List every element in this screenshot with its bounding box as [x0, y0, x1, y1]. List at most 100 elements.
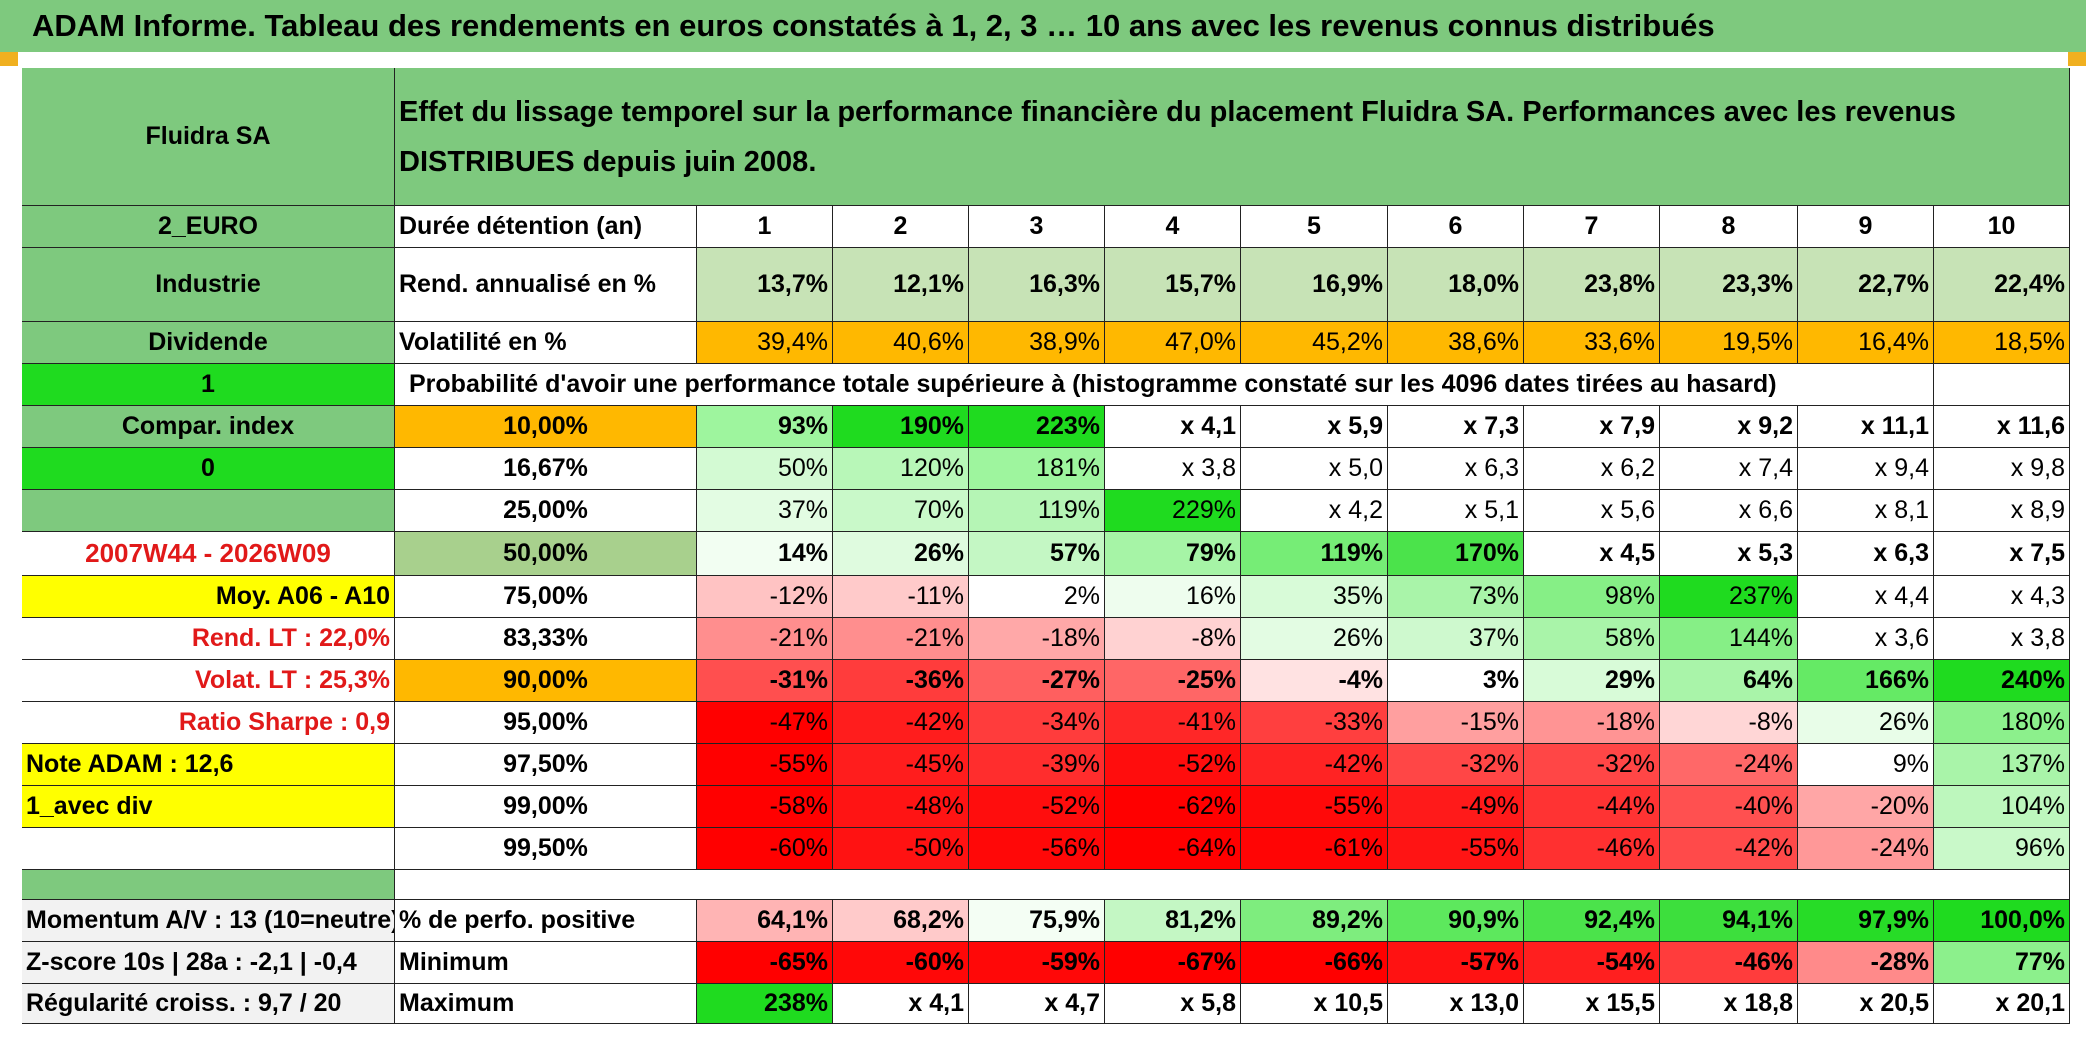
quantile-value: 104%	[1934, 786, 2070, 828]
positive-value: 64,1%	[697, 900, 833, 942]
quantile-value: x 7,5	[1934, 532, 2070, 576]
quantile-value: 29%	[1524, 660, 1660, 702]
quantile-value: x 5,9	[1241, 406, 1388, 448]
year-header: 10	[1934, 206, 2070, 248]
vol-label: Volatilité en %	[395, 322, 697, 364]
rend-lt-label: Rend. LT : 22,0%	[22, 618, 395, 660]
minimum-label: Minimum	[395, 942, 697, 984]
zscore-label: Z-score 10s | 28a : -2,1 | -0,4	[22, 942, 395, 984]
quantile-value: x 4,4	[1798, 576, 1934, 618]
quantile-value: 166%	[1798, 660, 1934, 702]
quantile-value: x 5,0	[1241, 448, 1388, 490]
vol-value: 45,2%	[1241, 322, 1388, 364]
positive-label: % de perfo. positive	[395, 900, 697, 942]
quantile-value: -41%	[1105, 702, 1241, 744]
quantile-label: 97,50%	[395, 744, 697, 786]
quantile-value: -34%	[969, 702, 1105, 744]
quantile-value: x 6,6	[1660, 490, 1798, 532]
quantile-value: 9%	[1798, 744, 1934, 786]
quantile-value: -20%	[1798, 786, 1934, 828]
quantile-value: x 4,2	[1241, 490, 1388, 532]
quantile-label: 50,00%	[395, 532, 697, 576]
fund-description: Effet du lissage temporel sur la perform…	[395, 68, 2070, 206]
quantile-value: x 6,2	[1524, 448, 1660, 490]
minimum-value: -57%	[1388, 942, 1524, 984]
quantile-value: x 7,3	[1388, 406, 1524, 448]
quantile-value: 3%	[1388, 660, 1524, 702]
probability-title: Probabilité d'avoir une performance tota…	[395, 364, 1934, 406]
quantile-value: -32%	[1524, 744, 1660, 786]
quantile-value: x 4,3	[1934, 576, 2070, 618]
moy-label: Moy. A06 - A10	[22, 576, 395, 618]
quantile-value: 240%	[1934, 660, 2070, 702]
quantile-value: 144%	[1660, 618, 1798, 660]
quantile-value: 137%	[1934, 744, 2070, 786]
regularite-label: Régularité croiss. : 9,7 / 20	[22, 984, 395, 1024]
quantile-value: -11%	[833, 576, 969, 618]
year-header: 4	[1105, 206, 1241, 248]
quantile-value: -44%	[1524, 786, 1660, 828]
quantile-value: -18%	[969, 618, 1105, 660]
minimum-value: -46%	[1660, 942, 1798, 984]
quantile-value: x 5,3	[1660, 532, 1798, 576]
maximum-value: x 5,8	[1105, 984, 1241, 1024]
quantile-value: x 9,4	[1798, 448, 1934, 490]
quantile-label: 90,00%	[395, 660, 697, 702]
sharpe-ratio-label: Ratio Sharpe : 0,9	[22, 702, 395, 744]
quantile-value: 119%	[969, 490, 1105, 532]
quantile-label: 75,00%	[395, 576, 697, 618]
quantile-value: -31%	[697, 660, 833, 702]
quantile-value: -24%	[1798, 828, 1934, 870]
minimum-value: 77%	[1934, 942, 2070, 984]
vol-value: 39,4%	[697, 322, 833, 364]
rend-value: 18,0%	[1388, 248, 1524, 322]
sector-label: Industrie	[22, 248, 395, 322]
quantile-value: 181%	[969, 448, 1105, 490]
quantile-value: -56%	[969, 828, 1105, 870]
maximum-value: x 4,7	[969, 984, 1105, 1024]
corner-marker-right	[2068, 52, 2086, 66]
rend-value: 15,7%	[1105, 248, 1241, 322]
quantile-value: -60%	[697, 828, 833, 870]
quantile-value: -8%	[1660, 702, 1798, 744]
quantile-value: -15%	[1388, 702, 1524, 744]
positive-value: 81,2%	[1105, 900, 1241, 942]
empty-cell	[1934, 364, 2070, 406]
quantile-value: 93%	[697, 406, 833, 448]
quantile-value: 35%	[1241, 576, 1388, 618]
quantile-value: 37%	[697, 490, 833, 532]
positive-value: 89,2%	[1241, 900, 1388, 942]
duration-label: Durée détention (an)	[395, 206, 697, 248]
quantile-value: x 11,1	[1798, 406, 1934, 448]
flag-zero-cell: 0	[22, 448, 395, 490]
rend-value: 23,8%	[1524, 248, 1660, 322]
quantile-value: -36%	[833, 660, 969, 702]
quantile-value: x 11,6	[1934, 406, 2070, 448]
corner-marker-left	[0, 52, 18, 66]
performance-table: Fluidra SA Effet du lissage temporel sur …	[22, 68, 2070, 1028]
quantile-value: 16%	[1105, 576, 1241, 618]
quantile-value: x 8,9	[1934, 490, 2070, 532]
vol-value: 19,5%	[1660, 322, 1798, 364]
minimum-value: -60%	[833, 942, 969, 984]
positive-value: 94,1%	[1660, 900, 1798, 942]
quantile-value: -62%	[1105, 786, 1241, 828]
quantile-value: -4%	[1241, 660, 1388, 702]
quantile-value: -40%	[1660, 786, 1798, 828]
quantile-value: -55%	[1241, 786, 1388, 828]
year-header: 8	[1660, 206, 1798, 248]
maximum-value: x 10,5	[1241, 984, 1388, 1024]
quantile-value: -27%	[969, 660, 1105, 702]
fund-name: Fluidra SA	[22, 68, 395, 206]
year-header: 9	[1798, 206, 1934, 248]
quantile-value: 64%	[1660, 660, 1798, 702]
year-header: 5	[1241, 206, 1388, 248]
rend-value: 16,3%	[969, 248, 1105, 322]
quantile-value: 119%	[1241, 532, 1388, 576]
quantile-value: 50%	[697, 448, 833, 490]
quantile-value: -47%	[697, 702, 833, 744]
quantile-label: 16,67%	[395, 448, 697, 490]
quantile-value: 58%	[1524, 618, 1660, 660]
rend-value: 12,1%	[833, 248, 969, 322]
quantile-value: -52%	[969, 786, 1105, 828]
